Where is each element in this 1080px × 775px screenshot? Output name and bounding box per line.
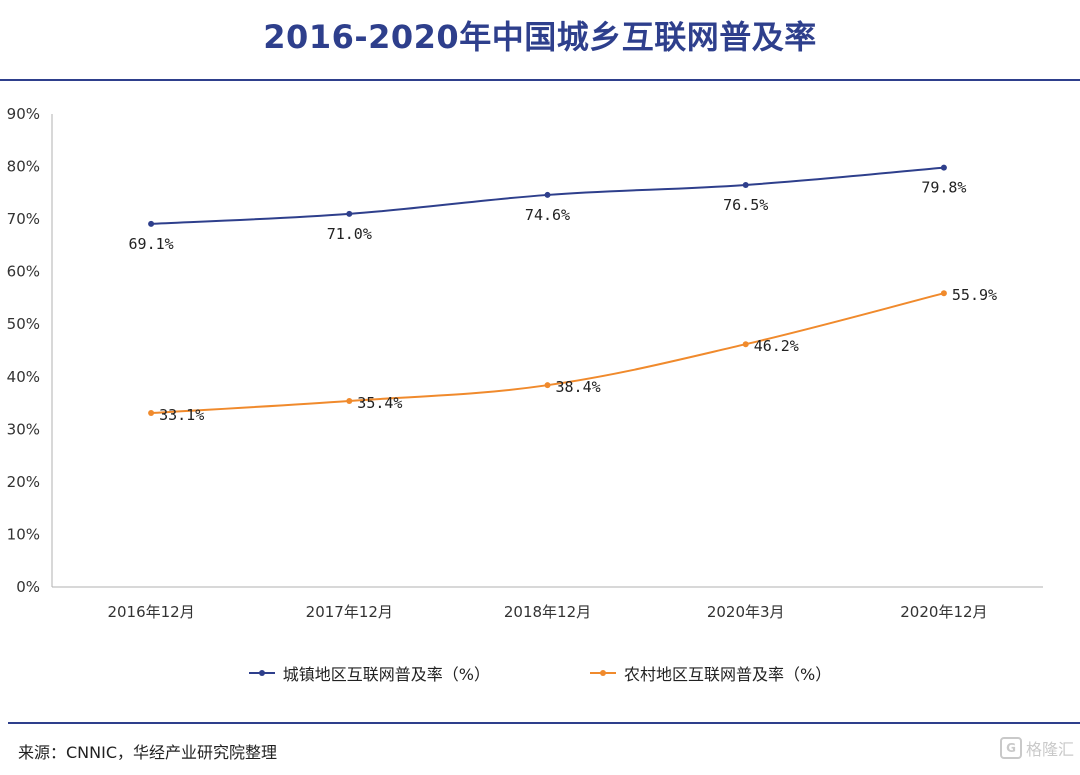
x-tick-label: 2020年12月 [900, 603, 987, 621]
x-tick-label: 2016年12月 [107, 603, 194, 621]
data-label-rural: 35.4% [357, 394, 402, 412]
series-line-rural [151, 292, 945, 415]
chart-title: 2016-2020年中国城乡互联网普及率 [263, 18, 817, 56]
data-point-urban [742, 181, 749, 188]
data-point-rural [148, 410, 155, 417]
data-point-urban [148, 220, 155, 227]
data-label-rural: 33.1% [159, 406, 204, 424]
y-tick-label: 10% [7, 525, 40, 543]
title-divider [0, 79, 1080, 81]
data-label-rural: 38.4% [556, 378, 601, 396]
y-tick-label: 80% [7, 158, 40, 176]
watermark-text: 格隆汇 [1026, 740, 1075, 759]
data-label-urban: 74.6% [525, 206, 570, 224]
data-label-urban: 76.5% [723, 196, 768, 214]
data-label-urban: 79.8% [921, 179, 966, 197]
data-point-rural [544, 382, 551, 389]
legend-label-urban: 城镇地区互联网普及率（%） [282, 665, 490, 684]
y-tick-label: 20% [7, 473, 40, 491]
data-label-urban: 69.1% [129, 235, 174, 253]
data-point-rural [742, 341, 749, 348]
legend-swatch-rural [590, 667, 616, 679]
watermark-logo-icon: G [1000, 737, 1022, 759]
data-label-urban: 71.0% [327, 225, 372, 243]
data-point-rural [940, 290, 947, 297]
source-note: 来源：CNNIC，华经产业研究院整理 [18, 743, 278, 762]
legend-swatch-urban [248, 667, 275, 679]
legend: 城镇地区互联网普及率（%） 农村地区互联网普及率（%） [0, 661, 1080, 685]
x-tick-label: 2018年12月 [504, 603, 591, 621]
y-tick-label: 30% [7, 420, 40, 438]
footer-divider [8, 722, 1080, 724]
data-label-rural: 46.2% [754, 337, 799, 355]
data-point-rural [346, 397, 353, 404]
x-tick-label: 2020年3月 [707, 603, 785, 621]
legend-item-urban: 城镇地区互联网普及率（%） [248, 661, 490, 685]
data-label-rural: 55.9% [952, 286, 997, 304]
y-tick-label: 0% [16, 578, 40, 596]
data-point-urban [544, 191, 551, 198]
legend-item-rural: 农村地区互联网普及率（%） [590, 661, 831, 685]
watermark: G 格隆汇 [1000, 736, 1074, 760]
y-tick-label: 90% [7, 105, 40, 123]
y-tick-label: 70% [7, 210, 40, 228]
data-point-urban [346, 210, 353, 217]
y-tick-label: 50% [7, 315, 40, 333]
legend-label-rural: 农村地区互联网普及率（%） [624, 665, 832, 684]
x-tick-label: 2017年12月 [306, 603, 393, 621]
y-tick-label: 40% [7, 368, 40, 386]
y-tick-label: 60% [7, 263, 40, 281]
line-chart: 0% 10% 20% 30% 40% 50% 60% 70% 80% 90% 2016年12月 201… [7, 105, 1043, 621]
data-point-urban [940, 164, 947, 171]
